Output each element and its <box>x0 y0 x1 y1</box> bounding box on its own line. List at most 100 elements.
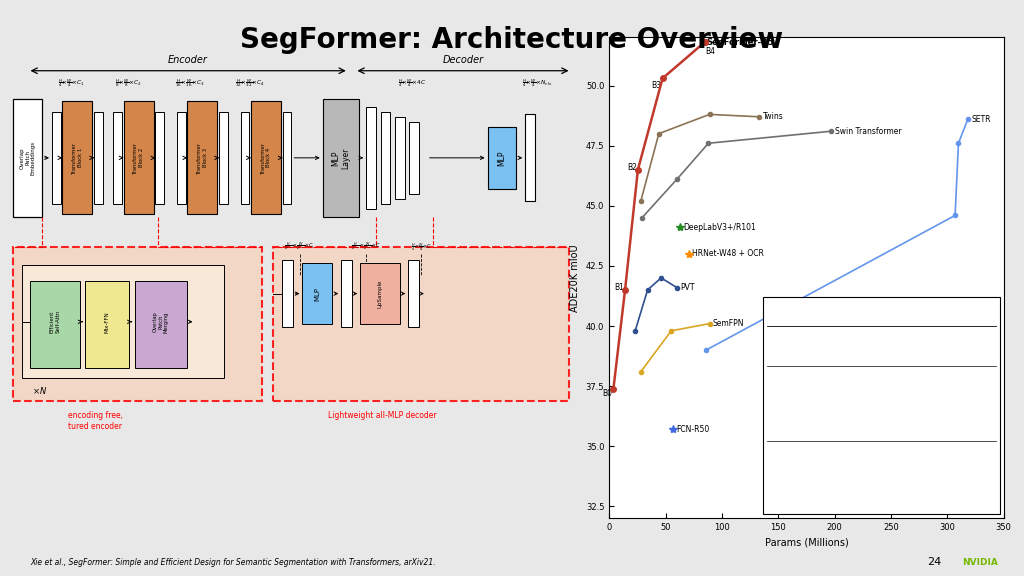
Text: FLOPs: FLOPs <box>956 306 975 312</box>
Bar <box>85 281 129 368</box>
Bar <box>187 101 217 214</box>
Text: Transformer
Block 2: Transformer Block 2 <box>133 142 144 174</box>
Text: Mix-FFN: Mix-FFN <box>104 311 110 333</box>
Text: $\frac{H}{4}$$\times$$\frac{W}{4}$$\times N_{cls}$: $\frac{H}{4}$$\times$$\frac{W}{4}$$\time… <box>521 77 552 89</box>
Bar <box>409 260 419 327</box>
Bar <box>156 112 164 204</box>
Bar <box>273 248 568 401</box>
Text: 362.1G: 362.1G <box>956 487 976 492</box>
Text: MLP: MLP <box>498 150 507 165</box>
Text: 62.4G: 62.4G <box>956 393 975 399</box>
Text: SETR: SETR <box>971 115 990 124</box>
Text: encoding free,
tured encoder: encoding free, tured encoder <box>68 411 123 431</box>
Y-axis label: ADE20K mIoU: ADE20K mIoU <box>570 244 581 312</box>
Text: 24.5: 24.5 <box>980 393 993 399</box>
Text: $\times N$: $\times N$ <box>32 385 47 396</box>
Text: $\frac{H}{8}$$\times$$\frac{W}{8}$$\times C_2$: $\frac{H}{8}$$\times$$\frac{W}{8}$$\time… <box>116 77 142 89</box>
Text: 62.7M: 62.7M <box>925 412 941 417</box>
Text: SegFormer: Architecture Overview: SegFormer: Architecture Overview <box>241 26 783 54</box>
Bar <box>487 127 516 188</box>
Text: 70.5M: 70.5M <box>925 431 941 436</box>
X-axis label: Params (Millions): Params (Millions) <box>765 538 848 548</box>
Text: 48.6: 48.6 <box>889 487 901 492</box>
Bar <box>302 263 333 324</box>
Bar <box>22 266 224 378</box>
Text: 44.1: 44.1 <box>889 412 901 417</box>
Text: 24: 24 <box>927 558 941 567</box>
Text: 8.4G: 8.4G <box>956 338 971 343</box>
Text: NVIDIA: NVIDIA <box>963 558 998 567</box>
Text: DeeplabV3+/R101: DeeplabV3+/R101 <box>771 412 822 417</box>
Text: FCN-R50: FCN-R50 <box>771 356 795 361</box>
Text: 3.7M: 3.7M <box>925 338 940 343</box>
Text: 255.1G: 255.1G <box>956 412 976 417</box>
Bar <box>525 114 535 202</box>
FancyBboxPatch shape <box>763 297 999 514</box>
Text: B1: B1 <box>614 283 624 292</box>
Bar <box>381 112 390 204</box>
Text: Lightweight all-MLP decoder: Lightweight all-MLP decoder <box>329 411 437 420</box>
Text: 5.4: 5.4 <box>980 487 988 492</box>
Text: Encoder: Encoder <box>168 55 208 65</box>
Text: Params: Params <box>925 306 948 312</box>
Text: SegFormer-B4: SegFormer-B4 <box>771 468 815 473</box>
Text: Efficient
Self-Attn: Efficient Self-Attn <box>50 310 60 334</box>
Text: 50.3: 50.3 <box>889 468 903 473</box>
Bar <box>62 101 92 214</box>
Text: 46.5: 46.5 <box>889 393 903 399</box>
Text: SegFormer-B2: SegFormer-B2 <box>771 393 815 399</box>
Text: 198.0G: 198.0G <box>956 356 976 361</box>
Text: B2: B2 <box>627 162 637 172</box>
Text: FCN-R50: FCN-R50 <box>676 425 710 434</box>
Text: 49.6M: 49.6M <box>925 356 941 361</box>
Text: 17.0: 17.0 <box>980 431 992 436</box>
Text: Swin Transformer: Swin Transformer <box>835 127 901 136</box>
Text: 164.8G: 164.8G <box>956 431 976 436</box>
Text: $\frac{H}{4}$$\times$$\frac{W}{4}$$\times 4C$: $\frac{H}{4}$$\times$$\frac{W}{4}$$\time… <box>398 77 426 89</box>
Bar <box>134 281 186 368</box>
Text: 37.4: 37.4 <box>889 338 903 343</box>
Text: SETR: SETR <box>771 487 784 492</box>
Text: 27.5M: 27.5M <box>925 393 944 399</box>
Text: Overlap
Patch
Embeddings: Overlap Patch Embeddings <box>19 141 36 175</box>
Text: $\frac{H}{4}$$\times$$\frac{W}{4}$$\times C$: $\frac{H}{4}$$\times$$\frac{W}{4}$$\time… <box>411 241 431 253</box>
Bar <box>283 112 292 204</box>
Bar <box>410 122 419 194</box>
Text: 318.3M: 318.3M <box>925 487 945 492</box>
Bar <box>219 112 227 204</box>
Bar <box>395 117 404 199</box>
Text: Transformer
Block 3: Transformer Block 3 <box>197 142 208 174</box>
Text: B0: B0 <box>602 389 612 398</box>
Text: PVT: PVT <box>680 283 694 292</box>
Text: 50.5: 50.5 <box>980 338 993 343</box>
Bar <box>323 99 358 217</box>
Text: MLP
Layer: MLP Layer <box>331 147 350 169</box>
Text: Transformer
Block 1: Transformer Block 1 <box>72 142 83 174</box>
Text: SegFormer-B0: SegFormer-B0 <box>771 338 815 343</box>
Bar <box>177 112 185 204</box>
Text: $\frac{H}{2^{i+1}}$$\times$$\frac{W}{2^{i+1}}$$\times C$: $\frac{H}{2^{i+1}}$$\times$$\frac{W}{2^{… <box>351 240 381 253</box>
Text: SemFPN: SemFPN <box>713 319 744 328</box>
Bar <box>283 260 293 327</box>
Text: UpSample: UpSample <box>378 279 382 308</box>
Text: SegFormer-B5: SegFormer-B5 <box>707 38 774 47</box>
Text: MLP: MLP <box>314 287 321 301</box>
Bar <box>52 112 60 204</box>
Text: $\frac{H}{16}$$\times$$\frac{W}{16}$$\times C_3$: $\frac{H}{16}$$\times$$\frac{W}{16}$$\ti… <box>174 77 205 89</box>
Text: B3: B3 <box>651 81 662 90</box>
Text: 36.1: 36.1 <box>889 356 901 361</box>
Bar <box>241 112 249 204</box>
Bar <box>94 112 102 204</box>
Text: DeepLabV3+/R101: DeepLabV3+/R101 <box>683 223 756 232</box>
Text: mIoU: mIoU <box>889 306 905 312</box>
Text: Overlap
Patch
Merging: Overlap Patch Merging <box>153 311 169 332</box>
Bar <box>341 260 351 327</box>
Text: 43.0: 43.0 <box>889 431 901 436</box>
Text: FPS: FPS <box>980 306 991 312</box>
Bar <box>13 99 42 217</box>
Bar <box>31 281 80 368</box>
Bar <box>124 101 154 214</box>
Bar <box>360 263 399 324</box>
Text: 95.7G: 95.7G <box>956 468 975 473</box>
Bar <box>366 107 376 209</box>
